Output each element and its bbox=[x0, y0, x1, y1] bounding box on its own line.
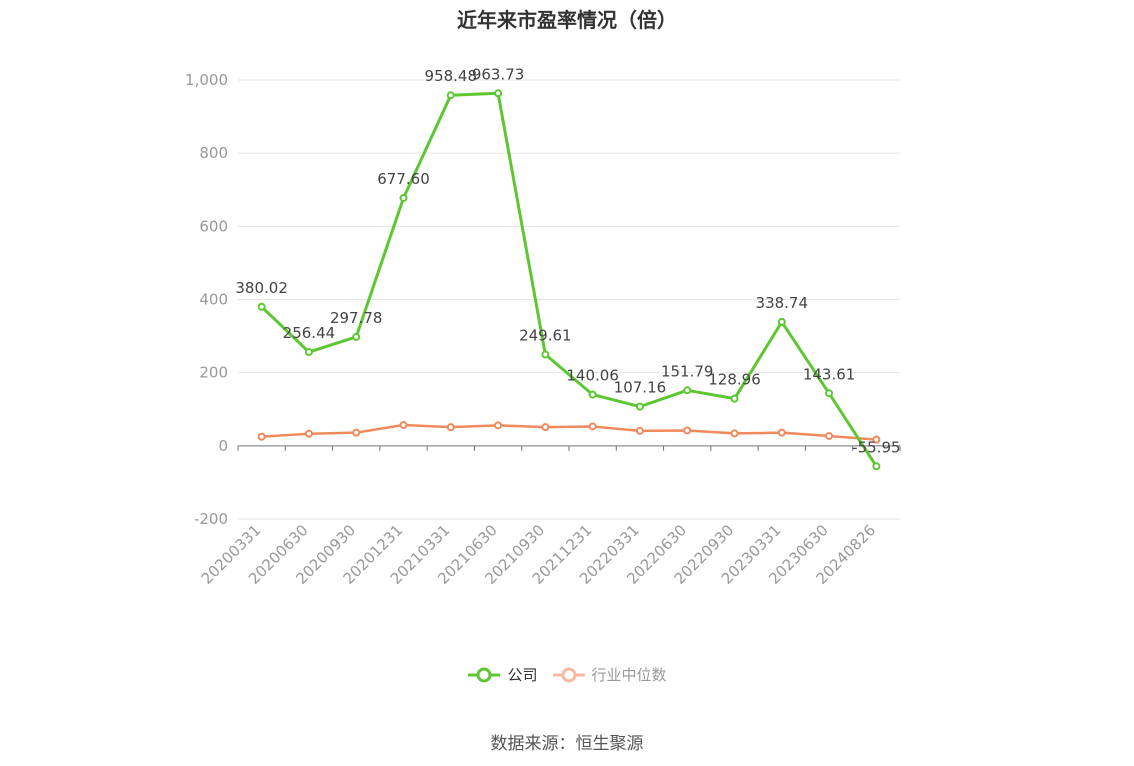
legend-item-industry[interactable]: 行业中位数 bbox=[552, 664, 667, 685]
data-point-company bbox=[872, 462, 881, 471]
data-point-company bbox=[541, 350, 550, 359]
legend-line-circle-icon bbox=[468, 667, 501, 682]
series-line-company bbox=[260, 91, 878, 468]
legend-item-company[interactable]: 公司 bbox=[467, 664, 538, 685]
data-label: 249.61 bbox=[519, 327, 572, 345]
data-point-company bbox=[352, 332, 361, 341]
data-point-industry bbox=[399, 420, 408, 429]
data-point-industry bbox=[825, 431, 834, 440]
data-point-company bbox=[777, 317, 786, 326]
y-tick-label: -200 bbox=[194, 510, 228, 528]
data-point-industry bbox=[446, 423, 455, 432]
data-label: 140.06 bbox=[566, 367, 619, 385]
data-point-industry bbox=[777, 428, 786, 437]
data-label: 677.60 bbox=[377, 170, 430, 188]
data-label: 958.48 bbox=[425, 67, 478, 85]
y-tick-label: 400 bbox=[199, 291, 228, 309]
data-label: 256.44 bbox=[283, 324, 336, 342]
series-line-industry bbox=[261, 423, 877, 441]
legend-label-company: 公司 bbox=[507, 666, 538, 684]
y-tick-label: 800 bbox=[199, 144, 228, 162]
data-point-industry bbox=[494, 421, 503, 430]
data-label: 297.78 bbox=[330, 309, 383, 327]
data-label: 338.74 bbox=[756, 294, 809, 312]
data-label: -55.95 bbox=[852, 438, 900, 456]
data-label: 128.96 bbox=[708, 371, 761, 389]
data-label: 151.79 bbox=[661, 362, 714, 380]
data-label: 963.73 bbox=[472, 65, 525, 83]
y-tick-label: 600 bbox=[199, 217, 228, 235]
y-tick-label: 0 bbox=[218, 437, 228, 455]
data-point-company bbox=[399, 193, 408, 202]
data-label: 143.61 bbox=[803, 365, 856, 383]
data-point-company bbox=[825, 389, 834, 398]
chart-title: 近年来市盈率情况（倍） bbox=[457, 8, 677, 32]
data-point-industry bbox=[730, 429, 739, 438]
data-point-industry bbox=[541, 423, 550, 432]
data-point-company bbox=[730, 394, 739, 403]
data-point-company bbox=[446, 91, 455, 100]
data-point-industry bbox=[588, 422, 597, 431]
data-point-industry bbox=[635, 426, 644, 435]
data-point-industry bbox=[257, 432, 266, 441]
data-label: 380.02 bbox=[235, 279, 288, 297]
data-point-company bbox=[683, 386, 692, 395]
data-point-company bbox=[304, 348, 313, 357]
data-point-industry bbox=[304, 429, 313, 438]
data-source: 数据来源：恒生聚源 bbox=[490, 734, 644, 754]
data-point-company bbox=[257, 302, 266, 311]
data-point-industry bbox=[352, 428, 361, 437]
legend[interactable]: 公司 行业中位数 bbox=[0, 664, 1134, 685]
y-tick-label: 200 bbox=[199, 364, 228, 382]
data-point-industry bbox=[872, 435, 881, 444]
data-point-company bbox=[494, 89, 503, 98]
data-point-company bbox=[635, 402, 644, 411]
legend-label-industry: 行业中位数 bbox=[591, 666, 667, 684]
data-point-industry bbox=[683, 426, 692, 435]
y-tick-label: 1,000 bbox=[185, 71, 228, 89]
line-chart: 1,0008006004002000-200202003312020063020… bbox=[185, 65, 900, 588]
data-label: 107.16 bbox=[614, 379, 667, 397]
legend-line-circle-icon bbox=[552, 667, 585, 682]
data-point-company bbox=[588, 390, 597, 399]
